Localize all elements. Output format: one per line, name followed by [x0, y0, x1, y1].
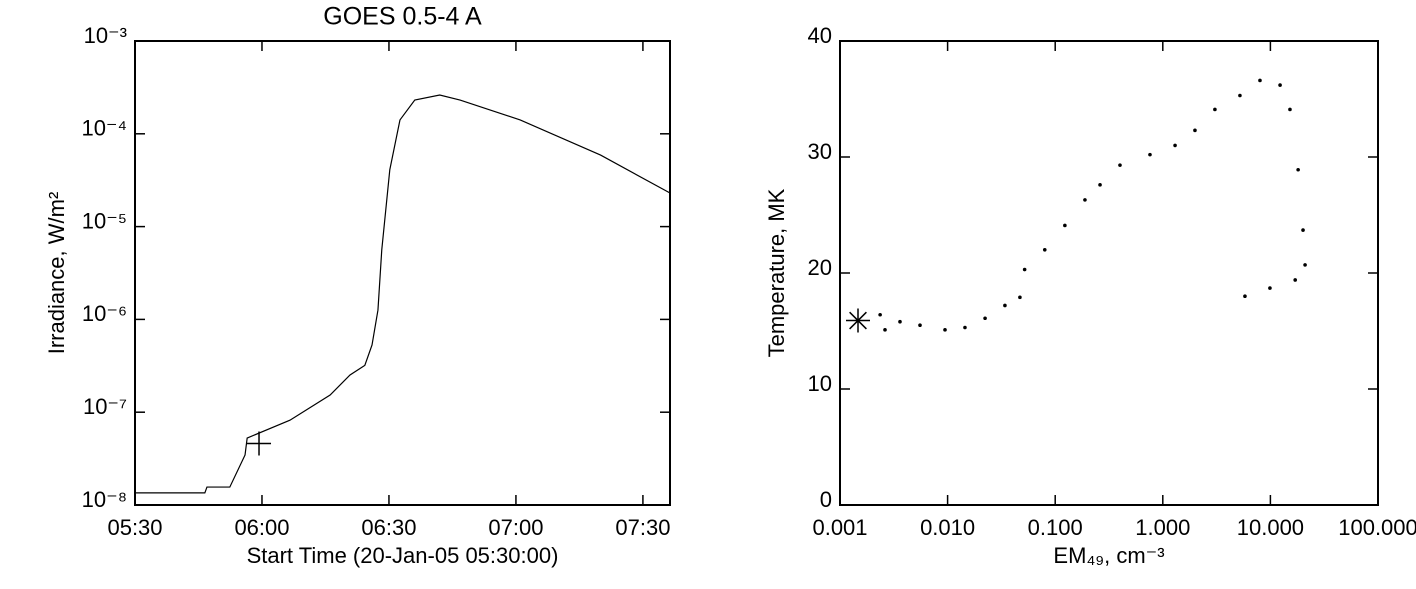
- data-point: [918, 323, 922, 328]
- y-axis-label: Temperature, MK: [764, 188, 789, 357]
- start-marker: [846, 308, 871, 333]
- data-point: [1063, 223, 1067, 228]
- x-tick-label: 0.001: [812, 515, 867, 540]
- data-point: [1118, 163, 1122, 167]
- data-point: [1193, 128, 1197, 133]
- data-point: [1018, 295, 1022, 300]
- x-tick-label: 07:30: [615, 515, 670, 540]
- data-point: [1243, 294, 1247, 299]
- y-tick-label: 10⁻⁴: [81, 116, 127, 141]
- data-point: [1268, 286, 1272, 290]
- y-tick-label: 10⁻⁶: [82, 301, 127, 326]
- data-point: [898, 319, 902, 324]
- data-point: [1301, 228, 1305, 232]
- x-tick-label: 1.000: [1135, 515, 1190, 540]
- y-tick-label: 10⁻⁷: [83, 394, 127, 419]
- data-point: [1148, 152, 1152, 157]
- data-point: [1238, 93, 1242, 98]
- data-point: [1173, 143, 1177, 148]
- y-tick-label: 10: [808, 371, 832, 396]
- y-tick-label: 20: [808, 255, 832, 280]
- x-tick-label: 06:00: [234, 515, 289, 540]
- data-point: [1098, 183, 1102, 187]
- x-tick-label: 0.010: [920, 515, 975, 540]
- data-point: [1258, 78, 1262, 83]
- x-tick-label: 06:30: [361, 515, 416, 540]
- data-point: [878, 312, 882, 317]
- data-point: [1083, 198, 1087, 202]
- chart-title: GOES 0.5-4 A: [323, 3, 482, 31]
- data-point: [1022, 267, 1027, 272]
- plot-frame: [134, 40, 671, 506]
- data-point: [1293, 278, 1297, 282]
- data-point: [983, 316, 987, 321]
- y-tick-label: 30: [808, 139, 832, 164]
- x-tick-label: 0.100: [1028, 515, 1083, 540]
- plot-frame: [839, 40, 1379, 506]
- y-axis-label: Irradiance, W/m²: [44, 192, 69, 355]
- data-point: [1303, 263, 1307, 267]
- x-tick-label: 05:30: [107, 515, 162, 540]
- y-tick-label: 10⁻⁸: [82, 487, 127, 512]
- data-point: [1288, 107, 1292, 112]
- y-tick-label: 0: [820, 487, 832, 512]
- x-tick-label: 100.000: [1338, 515, 1416, 540]
- data-point: [883, 328, 887, 332]
- start-marker: [247, 431, 272, 456]
- x-axis-label: EM₄₉, cm⁻³: [1053, 543, 1164, 568]
- data-point: [1003, 303, 1007, 308]
- y-tick-label: 10⁻³: [84, 23, 127, 48]
- data-point: [1042, 248, 1047, 252]
- data-point: [963, 325, 967, 330]
- data-point: [1278, 83, 1282, 87]
- data-point: [1296, 167, 1300, 172]
- x-tick-label: 07:00: [488, 515, 543, 540]
- data-point: [943, 328, 947, 332]
- y-tick-label: 40: [808, 23, 832, 48]
- x-axis-label: Start Time (20-Jan-05 05:30:00): [247, 543, 559, 568]
- x-tick-label: 10.000: [1237, 515, 1304, 540]
- data-point: [1213, 107, 1217, 112]
- data-line: [135, 94, 671, 494]
- y-tick-label: 10⁻⁵: [82, 208, 127, 233]
